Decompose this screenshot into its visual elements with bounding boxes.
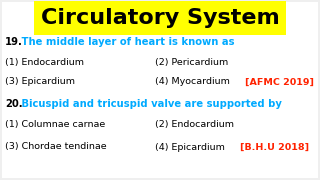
Text: (2) Endocardium: (2) Endocardium: [155, 120, 234, 129]
Text: (1) Columnae carnae: (1) Columnae carnae: [5, 120, 105, 129]
Text: (4) Myocardium: (4) Myocardium: [155, 78, 230, 87]
Text: 20.: 20.: [5, 99, 23, 109]
Text: (4) Epicardium: (4) Epicardium: [155, 143, 225, 152]
Text: 19.: 19.: [5, 37, 23, 47]
Text: (3) Chordae tendinae: (3) Chordae tendinae: [5, 143, 107, 152]
Text: [AFMC 2019]: [AFMC 2019]: [245, 78, 314, 87]
Text: Bicuspid and tricuspid valve are supported by: Bicuspid and tricuspid valve are support…: [18, 99, 282, 109]
Text: (1) Endocardium: (1) Endocardium: [5, 57, 84, 66]
Text: The middle layer of heart is known as: The middle layer of heart is known as: [18, 37, 235, 47]
Text: Circulatory System: Circulatory System: [41, 8, 279, 28]
Text: [B.H.U 2018]: [B.H.U 2018]: [240, 143, 309, 152]
FancyBboxPatch shape: [2, 2, 318, 178]
Text: (2) Pericardium: (2) Pericardium: [155, 57, 228, 66]
Text: (3) Epicardium: (3) Epicardium: [5, 78, 75, 87]
